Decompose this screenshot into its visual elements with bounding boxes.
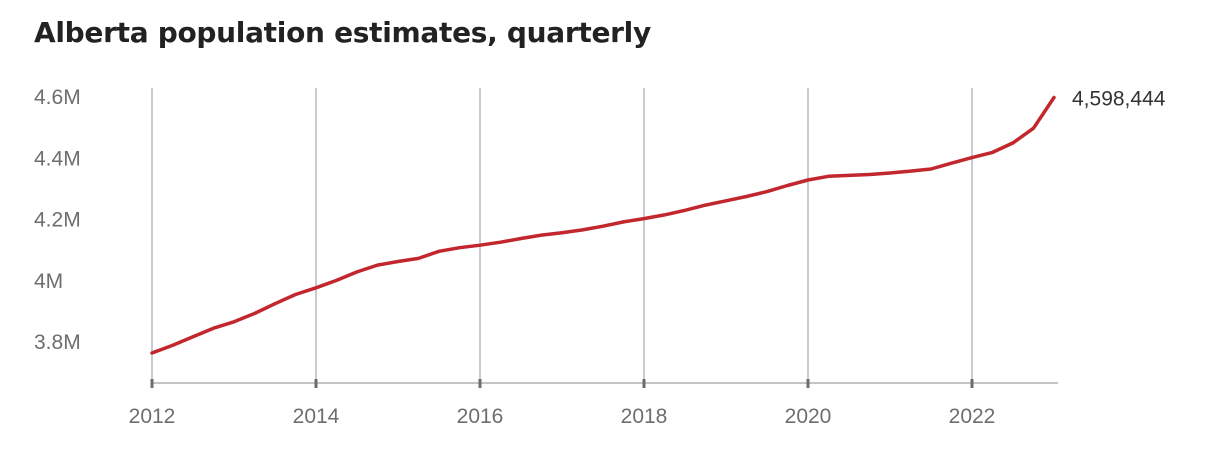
y-tick-label: 4.6M: [34, 86, 81, 109]
gridlines: [151, 88, 973, 383]
x-tick-label: 2016: [457, 405, 504, 428]
y-tick-label: 4.2M: [34, 209, 81, 232]
series-lines: [150, 95, 1056, 355]
series-line: [150, 95, 1056, 355]
y-tick-label: 4M: [34, 270, 63, 293]
x-tick-label: 2022: [949, 405, 996, 428]
x-tick-label: 2014: [293, 405, 340, 428]
y-tick-label: 3.8M: [34, 331, 81, 354]
x-tick-label: 2018: [621, 405, 668, 428]
y-axis-ticks: 3.8M 4M 4.2M 4.4M 4.6M: [34, 86, 81, 354]
x-axis-ticks: 2012 2014 2016 2018 2020 2022: [129, 379, 996, 428]
chart-title: Alberta population estimates, quarterly: [34, 16, 651, 49]
y-tick-label: 4.4M: [34, 147, 81, 170]
data-labels: 4,598,444: [1072, 87, 1166, 110]
x-tick-label: 2012: [129, 405, 176, 428]
end-value-label: 4,598,444: [1072, 87, 1166, 110]
x-tick-label: 2020: [785, 405, 832, 428]
